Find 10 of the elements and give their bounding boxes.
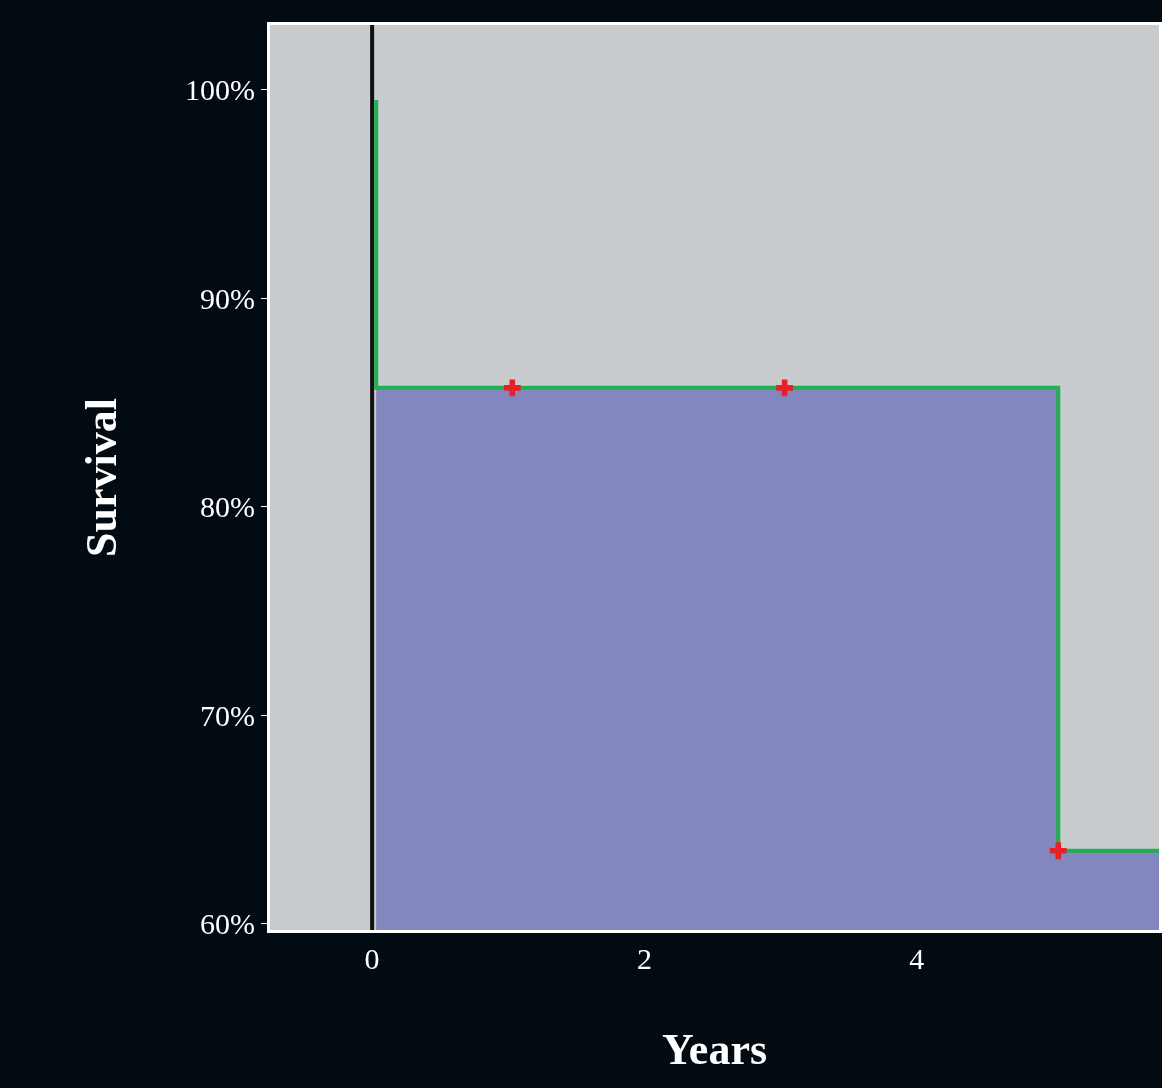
y-tick-label: 100% bbox=[185, 73, 255, 107]
y-tick-label: 80% bbox=[200, 490, 255, 524]
y-tick-label: 60% bbox=[200, 907, 255, 941]
x-tick-label: 2 bbox=[636, 942, 652, 975]
y-tick-label: 70% bbox=[200, 698, 255, 732]
x-tick-label: 0 bbox=[364, 942, 380, 975]
x-axis-title: Years bbox=[661, 1025, 768, 1075]
x-tick-label: 4 bbox=[909, 942, 925, 975]
y-tick-label: 90% bbox=[200, 281, 255, 315]
y-axis-title: Survival bbox=[77, 398, 127, 557]
